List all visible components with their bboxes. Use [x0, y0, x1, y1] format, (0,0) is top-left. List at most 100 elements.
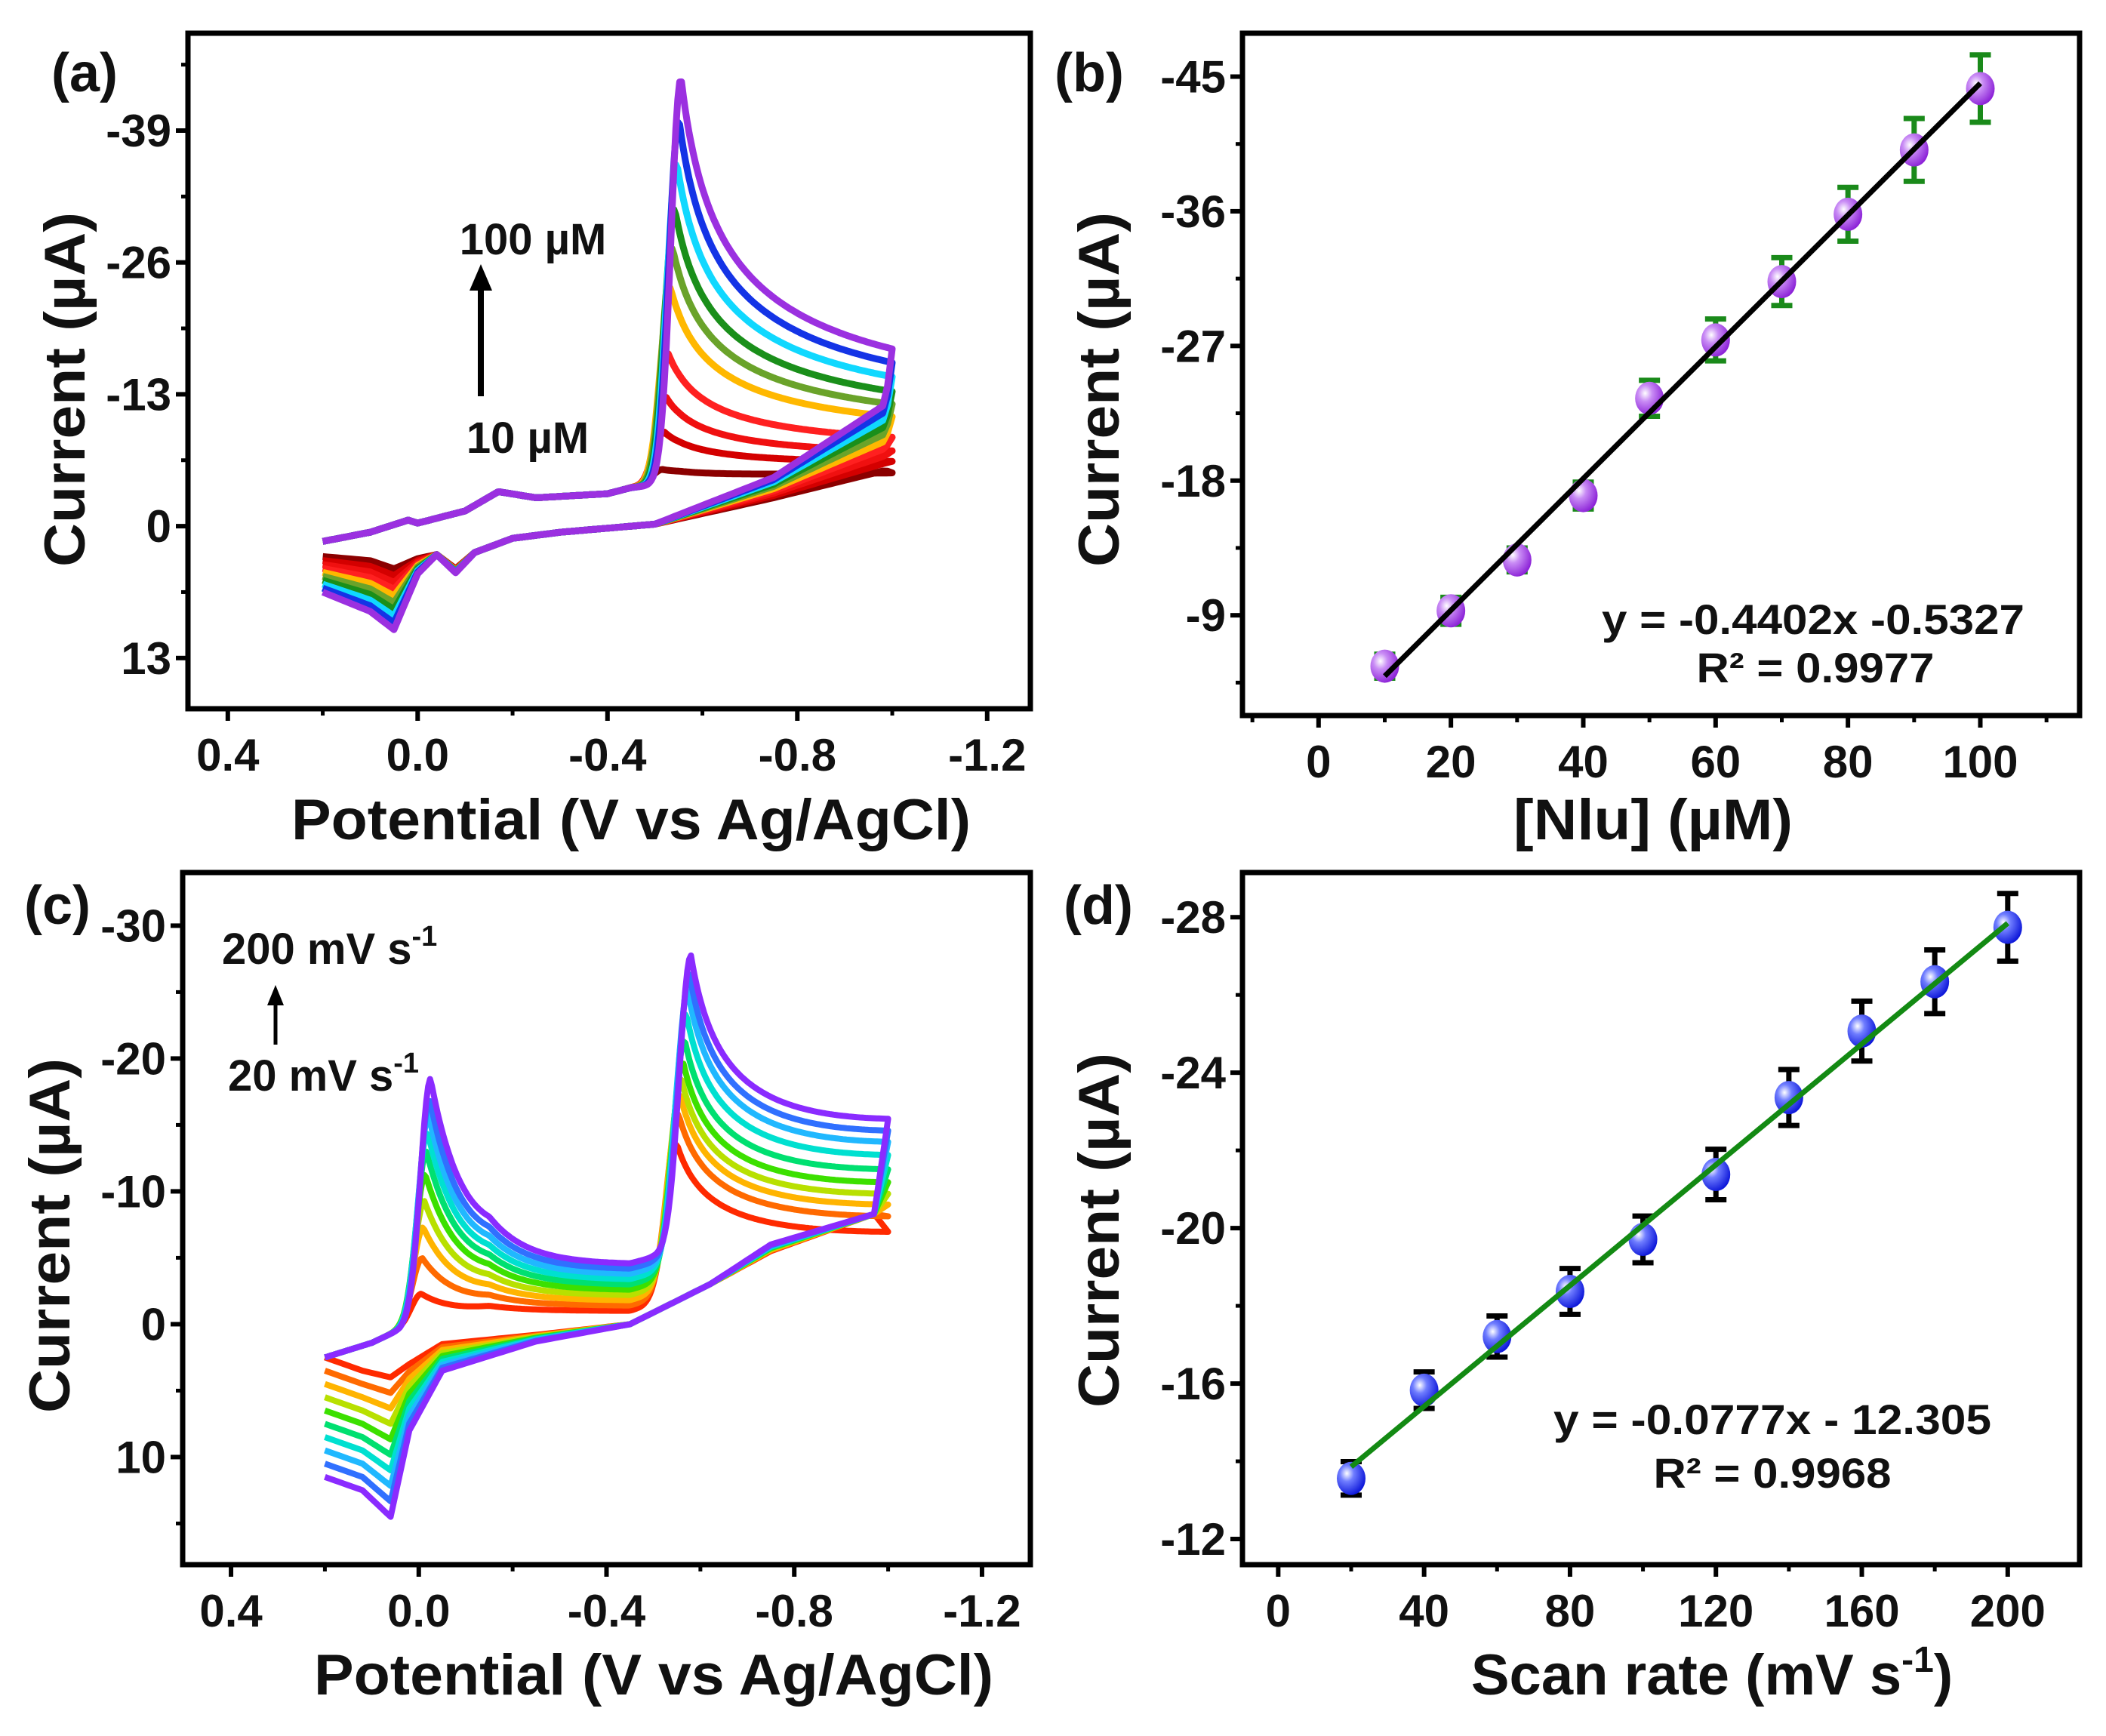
x-axis-title-d: Scan rate (mV s-1) [1471, 1640, 1953, 1707]
panel-label-d: (d) [1064, 876, 1133, 936]
y-tick-label-c: -10 [100, 1166, 166, 1217]
x-axis-title-d-sup: -1 [1901, 1640, 1934, 1680]
panel-label-a: (a) [51, 43, 118, 103]
x-tick-label-b: 0 [1306, 737, 1331, 787]
y-tick-label-a: -26 [106, 238, 171, 288]
plot-frame [185, 30, 1033, 712]
x-tick-label-d: 160 [1824, 1586, 1899, 1636]
cv-curve-70M [321, 206, 896, 613]
panel-label-c: (c) [24, 876, 91, 936]
y-tick-label-d: -24 [1160, 1048, 1226, 1098]
data-point [1502, 543, 1532, 577]
annotation-100uM: 100 µM [460, 215, 607, 264]
panel-a: (a) 0.4 0.0 -0.4 -0.8 -1.2 13 0 -13 -26 -39 Poten… [33, 30, 1033, 852]
x-tick-label-c: 0.0 [387, 1586, 450, 1636]
x-tick-label-b: 100 [1942, 737, 2018, 787]
fit-equation-d: y = -0.0777x - 12.305 [1553, 1396, 1991, 1443]
y-tick-label-d: -12 [1160, 1514, 1226, 1565]
x-tick-label-a: 0.0 [386, 730, 449, 780]
data-point [1701, 323, 1730, 357]
data-point [1701, 1158, 1731, 1192]
annotation-200-sup: -1 [412, 921, 438, 953]
y-tick-label-c: -20 [100, 1033, 166, 1084]
cv-curve-200mVs [323, 952, 891, 1520]
y-axis-title-b: Current (µA) [1067, 212, 1132, 567]
y-axis-title-a: Current (µA) [33, 212, 97, 567]
arrow-up-icon [470, 264, 492, 396]
x-tick-label-d: 120 [1678, 1586, 1753, 1636]
data-point [1483, 1319, 1512, 1353]
plot-frame [180, 870, 1033, 1568]
fit-line [1383, 81, 1982, 679]
fit-equation-b: y = -0.4402x -0.5327 [1602, 596, 2024, 643]
x-tick-label-a: -0.4 [568, 730, 647, 780]
y-tick-label-b: -27 [1160, 321, 1226, 371]
y-tick-label-a: 0 [146, 501, 171, 552]
x-tick-label-c: -0.8 [756, 1586, 833, 1636]
panel-label-b: (b) [1055, 43, 1124, 103]
x-tick-label-a: -1.2 [948, 730, 1026, 780]
y-tick-label-d: -16 [1160, 1359, 1226, 1409]
data-point [1966, 72, 1995, 106]
cv-curve-40mVs [323, 1111, 891, 1396]
arrow-up-icon [267, 985, 284, 1045]
x-tick-label-d: 80 [1545, 1586, 1596, 1636]
y-tick-label-c: 10 [115, 1432, 166, 1482]
x-tick-label-d: 0 [1266, 1586, 1291, 1636]
panel-d: (d) 0 40 80 120 160 200 -12 -16 -20 -24 -28 Scan r… [1064, 870, 2083, 1707]
y-tick-label-b: -18 [1160, 456, 1226, 506]
r-squared-d: R² = 0.9968 [1654, 1449, 1892, 1497]
y-tick-label-a: -39 [106, 106, 171, 156]
x-axis-title-b: [Nlu] (µM) [1513, 788, 1793, 852]
y-tick-label-b: -45 [1160, 51, 1226, 102]
x-tick-label-c: -1.2 [943, 1586, 1021, 1636]
y-axis-title-d: Current (µA) [1067, 1053, 1132, 1408]
x-tick-label-d: 40 [1399, 1586, 1449, 1636]
plot-frame [1239, 30, 2083, 719]
panel-b: (b) 0 20 40 60 80 100 -9 -18 -27 -36 -45 [Nlu] (µM… [1055, 30, 2083, 852]
r-squared-b: R² = 0.9977 [1697, 644, 1935, 691]
y-axis-title-c: Current (µA) [18, 1058, 82, 1413]
y-tick-label-a: -13 [106, 369, 171, 420]
plot-frame [1239, 870, 2083, 1568]
plot-area-d: 0 40 80 120 160 200 -12 -16 -20 -24 -28 [1160, 870, 2083, 1636]
x-tick-label-b: 20 [1426, 737, 1476, 787]
panel-c: (c) 0.4 0.0 -0.4 -0.8 -1.2 10 0 -10 -20 -30 Poten… [18, 870, 1033, 1707]
data-point [1774, 1081, 1803, 1115]
cv-curve-60M [321, 245, 896, 606]
x-axis-title-c: Potential (V vs Ag/AgCl) [314, 1643, 993, 1707]
data-point [1993, 910, 2022, 944]
y-tick-label-d: -20 [1160, 1203, 1226, 1254]
annotation-200-text: 200 mV s [222, 925, 412, 974]
annotation-10uM: 10 µM [466, 414, 589, 463]
y-tick-label-c: 0 [141, 1299, 166, 1350]
x-tick-label-b: 60 [1690, 737, 1741, 787]
x-tick-label-c: 0.4 [199, 1586, 263, 1636]
y-tick-label-d: -28 [1160, 892, 1226, 943]
x-axis-title-a: Potential (V vs Ag/AgCl) [291, 788, 971, 852]
y-tick-label-b: -9 [1186, 590, 1226, 641]
x-axis-title-d-end: ) [1934, 1643, 1953, 1707]
data-point [1337, 1461, 1366, 1495]
plot-area-a: 0.4 0.0 -0.4 -0.8 -1.2 13 0 -13 -26 -39 [106, 30, 1033, 780]
data-point [1555, 1275, 1584, 1309]
annotation-20-sup: -1 [393, 1048, 419, 1079]
x-tick-label-a: 0.4 [196, 730, 260, 780]
data-point [1370, 649, 1399, 683]
x-tick-label-c: -0.4 [568, 1586, 646, 1636]
x-axis-title-d-text: Scan rate (mV s [1471, 1643, 1901, 1707]
data-point [1409, 1373, 1439, 1407]
x-tick-label-b: 40 [1558, 737, 1609, 787]
annotation-200-mv-s: 200 mV s-1 [222, 921, 437, 974]
plot-area-b: 0 20 40 60 80 100 -9 -18 -27 -36 -45 [1160, 30, 2083, 787]
x-tick-label-a: -0.8 [759, 730, 836, 780]
plot-area-c: 0.4 0.0 -0.4 -0.8 -1.2 10 0 -10 -20 -30 [100, 870, 1033, 1636]
x-tick-label-b: 80 [1823, 737, 1874, 787]
fit-line [1349, 921, 2010, 1469]
y-tick-label-a: 13 [121, 633, 171, 684]
y-tick-label-b: -36 [1160, 186, 1226, 237]
annotation-20-text: 20 mV s [228, 1051, 393, 1100]
cv-curve-100M [321, 78, 896, 633]
data-point [1569, 479, 1598, 512]
